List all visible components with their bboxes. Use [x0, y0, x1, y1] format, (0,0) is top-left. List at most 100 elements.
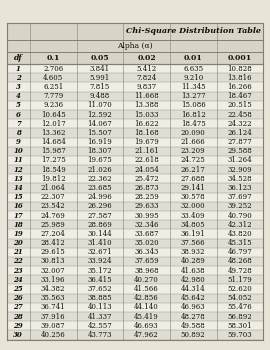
- Text: 16.266: 16.266: [228, 83, 252, 91]
- Text: 46.693: 46.693: [134, 322, 159, 330]
- Text: 21.666: 21.666: [181, 138, 205, 146]
- Text: 12.592: 12.592: [87, 111, 112, 119]
- Text: 45.642: 45.642: [181, 294, 205, 302]
- Text: 32.000: 32.000: [181, 202, 205, 210]
- Text: 17: 17: [14, 211, 23, 219]
- Text: 29.633: 29.633: [134, 202, 159, 210]
- Text: 36.191: 36.191: [181, 230, 205, 238]
- Bar: [7, 238, 263, 248]
- Bar: [7, 321, 263, 330]
- Bar: [7, 248, 263, 257]
- Text: 28.259: 28.259: [134, 193, 159, 201]
- Text: 24.725: 24.725: [181, 156, 205, 164]
- Text: 43.820: 43.820: [228, 230, 252, 238]
- Text: 45.419: 45.419: [134, 313, 159, 321]
- Text: 9.488: 9.488: [90, 92, 110, 100]
- Bar: [7, 312, 263, 321]
- Bar: [7, 275, 263, 285]
- Text: 15.987: 15.987: [41, 147, 66, 155]
- Text: 13: 13: [14, 175, 23, 183]
- Text: 11: 11: [14, 156, 23, 164]
- Text: Chi-Square Distribution Table: Chi-Square Distribution Table: [126, 27, 261, 35]
- Text: 18.475: 18.475: [181, 120, 205, 128]
- Text: 36.123: 36.123: [228, 184, 252, 192]
- Text: 23.685: 23.685: [87, 184, 112, 192]
- Text: Alpha (α): Alpha (α): [117, 42, 153, 50]
- Text: 37.566: 37.566: [181, 239, 205, 247]
- Text: 29.615: 29.615: [41, 248, 66, 256]
- Text: 50.892: 50.892: [181, 331, 205, 339]
- Text: 22: 22: [14, 258, 23, 265]
- Text: 7.824: 7.824: [136, 74, 157, 82]
- Text: 9.837: 9.837: [136, 83, 157, 91]
- Text: 13.388: 13.388: [134, 102, 159, 109]
- Text: 17.275: 17.275: [41, 156, 66, 164]
- Text: 7.815: 7.815: [90, 83, 110, 91]
- Bar: [7, 64, 263, 73]
- Text: 14.067: 14.067: [87, 120, 112, 128]
- Text: 26.873: 26.873: [134, 184, 159, 192]
- Text: 29.141: 29.141: [181, 184, 205, 192]
- Text: 7.779: 7.779: [43, 92, 63, 100]
- Text: 10.645: 10.645: [41, 111, 66, 119]
- Text: 25.989: 25.989: [41, 221, 66, 229]
- Text: 23.542: 23.542: [41, 202, 66, 210]
- Text: 23: 23: [14, 267, 23, 275]
- Text: 0.001: 0.001: [228, 54, 252, 62]
- Text: 22.458: 22.458: [228, 111, 252, 119]
- Text: 36.343: 36.343: [134, 248, 159, 256]
- Text: 40.289: 40.289: [181, 258, 205, 265]
- Text: 9: 9: [16, 138, 21, 146]
- Text: 2: 2: [16, 74, 21, 82]
- Text: 51.179: 51.179: [228, 276, 252, 284]
- Text: 27: 27: [14, 303, 23, 312]
- Text: 42.980: 42.980: [181, 276, 205, 284]
- Text: 44.140: 44.140: [134, 303, 159, 312]
- Text: 39.087: 39.087: [41, 322, 66, 330]
- Text: 19.675: 19.675: [87, 156, 112, 164]
- Text: 56.892: 56.892: [228, 313, 252, 321]
- Text: 19.812: 19.812: [41, 175, 66, 183]
- Text: 43.773: 43.773: [87, 331, 112, 339]
- Text: 49.728: 49.728: [228, 267, 252, 275]
- Text: 23.209: 23.209: [181, 147, 205, 155]
- Bar: [7, 128, 263, 138]
- Text: 40.270: 40.270: [134, 276, 159, 284]
- Bar: [7, 156, 263, 165]
- Text: 27.688: 27.688: [181, 175, 205, 183]
- Bar: [7, 257, 263, 266]
- Text: 35.172: 35.172: [87, 267, 112, 275]
- Text: 5.991: 5.991: [90, 74, 110, 82]
- Text: 40.113: 40.113: [87, 303, 112, 312]
- Text: 13.816: 13.816: [228, 74, 252, 82]
- Bar: [7, 52, 263, 64]
- Text: 30.995: 30.995: [134, 211, 159, 219]
- Text: 44.314: 44.314: [181, 285, 205, 293]
- Text: 59.703: 59.703: [228, 331, 252, 339]
- Text: 22.618: 22.618: [134, 156, 159, 164]
- Bar: [7, 183, 263, 192]
- Bar: [7, 73, 263, 82]
- Text: 7: 7: [16, 120, 21, 128]
- Text: 13.277: 13.277: [181, 92, 205, 100]
- Text: 20.090: 20.090: [181, 129, 205, 137]
- Text: 31.264: 31.264: [228, 156, 252, 164]
- Text: 47.962: 47.962: [134, 331, 159, 339]
- Text: 20: 20: [14, 239, 23, 247]
- Text: 19: 19: [14, 230, 23, 238]
- Text: 48.268: 48.268: [228, 258, 252, 265]
- Text: 29.588: 29.588: [228, 147, 252, 155]
- Text: 36.741: 36.741: [41, 303, 66, 312]
- Bar: [7, 101, 263, 110]
- Text: 41.638: 41.638: [181, 267, 205, 275]
- Text: 24.054: 24.054: [134, 166, 159, 174]
- Text: 22.307: 22.307: [41, 193, 66, 201]
- Bar: [7, 110, 263, 119]
- Text: 11.070: 11.070: [87, 102, 112, 109]
- Text: 12: 12: [14, 166, 23, 174]
- Text: 12.017: 12.017: [41, 120, 66, 128]
- Text: 9.210: 9.210: [183, 74, 203, 82]
- Bar: [7, 174, 263, 183]
- Text: 52.620: 52.620: [228, 285, 252, 293]
- Text: 35.563: 35.563: [41, 294, 65, 302]
